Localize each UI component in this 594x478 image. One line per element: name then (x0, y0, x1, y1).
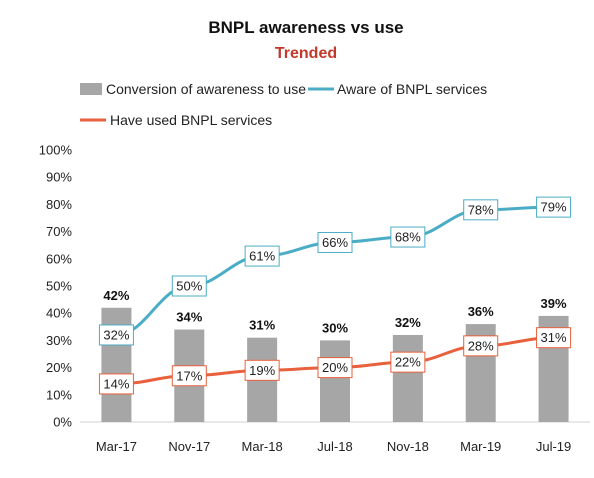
data-labels: 42% 34% 31% 30% 32% 36% 39% 32% 50% 61% 66% 68% 78% 7… (98, 196, 572, 395)
y-tick-label: 10% (46, 387, 72, 402)
data-label-box (317, 231, 353, 253)
data-label-box (244, 359, 280, 381)
x-tick-label: Mar-18 (242, 439, 283, 454)
bar-value-label: 31% (249, 318, 275, 333)
y-tick-label: 80% (46, 197, 72, 212)
line-value-label: 66% (322, 235, 348, 250)
bar-value-label: 39% (541, 296, 567, 311)
data-label-box (536, 196, 572, 218)
y-tick-label: 50% (46, 279, 72, 294)
y-tick-label: 60% (46, 251, 72, 266)
data-label-box (244, 245, 280, 267)
x-tick-label: Nov-18 (387, 439, 429, 454)
legend-label-conversion: Conversion of awareness to use (106, 81, 306, 97)
line-value-label: 68% (395, 230, 421, 245)
x-tick-label: Jul-18 (317, 439, 352, 454)
x-tick-label: Jul-19 (536, 439, 571, 454)
y-tick-label: 40% (46, 306, 72, 321)
line-value-label: 78% (468, 202, 494, 217)
line-value-label: 31% (541, 330, 567, 345)
chart-title: BNPL awareness vs use (208, 18, 403, 37)
line-value-label: 20% (322, 360, 348, 375)
data-label-box (390, 226, 426, 248)
bar-value-label: 32% (395, 315, 421, 330)
line-value-label: 61% (249, 249, 275, 264)
line-value-label: 22% (395, 355, 421, 370)
legend-swatch-conversion (80, 83, 102, 95)
line-value-label: 32% (103, 327, 129, 342)
x-tick-label: Mar-17 (96, 439, 137, 454)
data-label-box (171, 275, 207, 297)
data-label-box (463, 199, 499, 221)
y-tick-label: 90% (46, 170, 72, 185)
x-tick-label: Nov-17 (168, 439, 210, 454)
data-label-box (171, 365, 207, 387)
x-tick-label: Mar-19 (460, 439, 501, 454)
y-axis: 0% 10% 20% 30% 40% 50% 60% 70% 80% 90% 100% Mar-17 N… (39, 143, 590, 454)
bar (320, 340, 350, 422)
bar-series (101, 307, 569, 422)
bar-value-label: 30% (322, 320, 348, 335)
line-value-label: 19% (249, 363, 275, 378)
bar-value-label: 34% (176, 310, 202, 325)
y-tick-label: 0% (53, 415, 72, 430)
y-tick-label: 20% (46, 360, 72, 375)
line-value-label: 79% (541, 200, 567, 215)
data-label-box (536, 327, 572, 349)
data-label-box (98, 373, 134, 395)
line-value-label: 17% (176, 368, 202, 383)
line-value-label: 50% (176, 279, 202, 294)
chart-subtitle: Trended (275, 45, 337, 62)
line-value-label: 28% (468, 338, 494, 353)
y-tick-label: 70% (46, 224, 72, 239)
legend-label-aware: Aware of BNPL services (337, 81, 487, 97)
bar-value-label: 42% (103, 288, 129, 303)
data-label-box (463, 335, 499, 357)
data-label-box (390, 351, 426, 373)
bar-value-label: 36% (468, 304, 494, 319)
line-value-label: 14% (103, 376, 129, 391)
data-label-box (98, 324, 134, 346)
y-tick-label: 100% (39, 143, 73, 158)
data-label-box (317, 357, 353, 379)
y-tick-label: 30% (46, 333, 72, 348)
legend: Conversion of awareness to use Aware of … (80, 81, 487, 128)
legend-label-used: Have used BNPL services (110, 112, 272, 128)
bar (392, 334, 423, 422)
